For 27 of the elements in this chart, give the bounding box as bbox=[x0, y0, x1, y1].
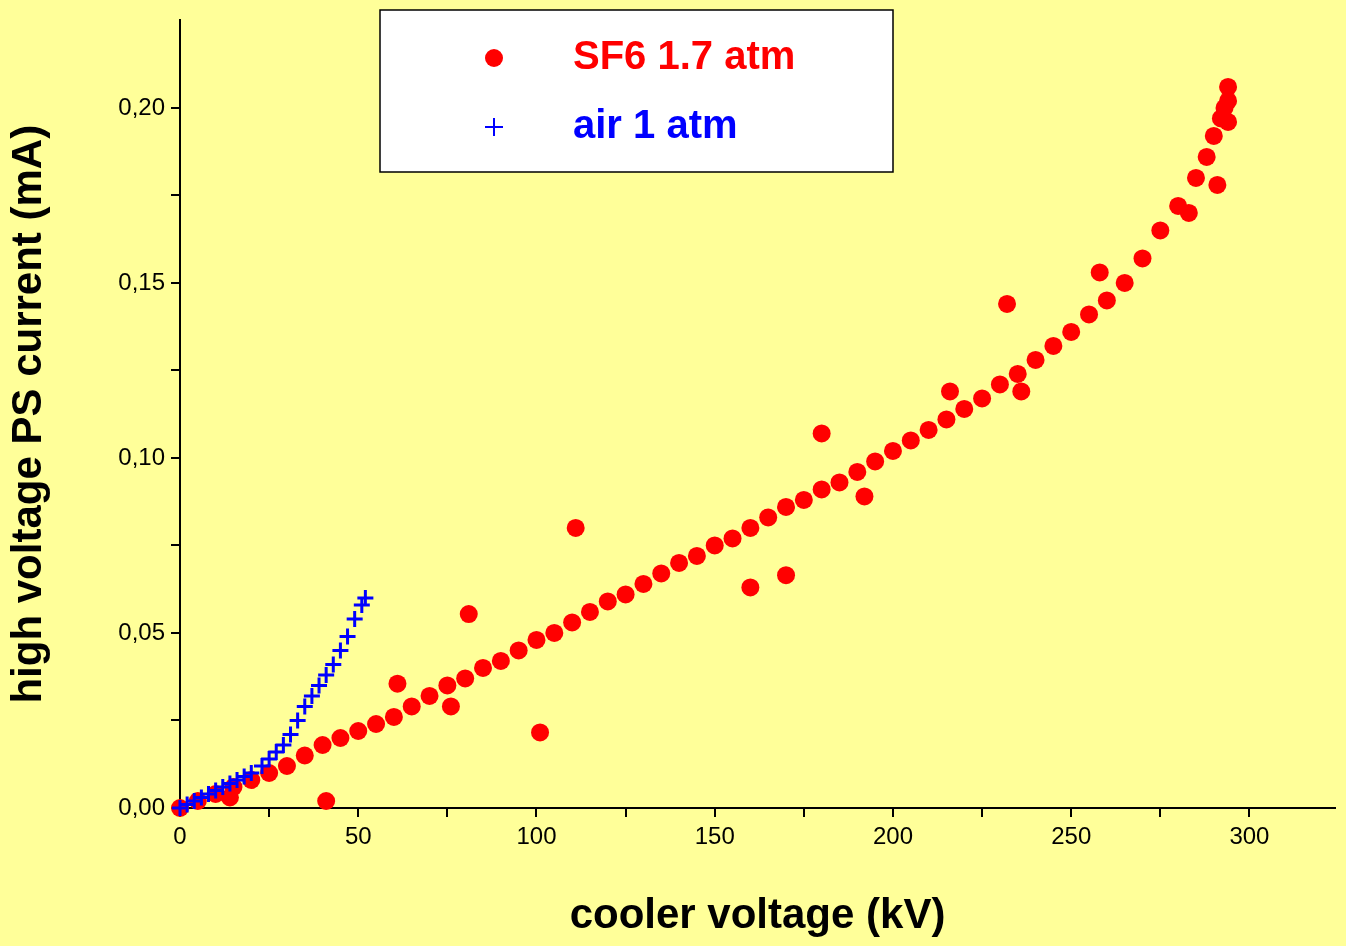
x-tick-label: 200 bbox=[872, 822, 913, 850]
x-tick-label: 300 bbox=[1229, 822, 1270, 850]
legend-label: SF6 1.7 atm bbox=[573, 33, 796, 78]
point bbox=[281, 724, 301, 744]
y-tick-label: 0,05 bbox=[118, 617, 165, 645]
y-axis-title: high voltage PS current (mA) bbox=[2, 124, 50, 704]
point bbox=[309, 675, 329, 695]
point bbox=[323, 654, 343, 674]
point bbox=[316, 665, 336, 685]
y-tick-label: 0,15 bbox=[118, 267, 165, 295]
x-tick-label: 0 bbox=[173, 822, 187, 850]
point bbox=[302, 686, 322, 706]
x-tick-label: 250 bbox=[1051, 822, 1092, 850]
point bbox=[345, 609, 365, 629]
y-tick-label: 0,20 bbox=[118, 92, 165, 120]
legend-label: air 1 atm bbox=[573, 102, 738, 147]
point bbox=[295, 696, 315, 716]
x-tick-label: 50 bbox=[344, 822, 372, 850]
x-axis-title: cooler voltage (kV) bbox=[569, 890, 946, 938]
y-tick-label: 0,10 bbox=[118, 442, 165, 470]
y-tick-label: 0,00 bbox=[118, 792, 165, 820]
point bbox=[288, 710, 308, 730]
point bbox=[330, 640, 350, 660]
x-tick-label: 150 bbox=[694, 822, 735, 850]
point bbox=[338, 626, 358, 646]
x-tick-label: 100 bbox=[516, 822, 557, 850]
point bbox=[273, 735, 293, 755]
